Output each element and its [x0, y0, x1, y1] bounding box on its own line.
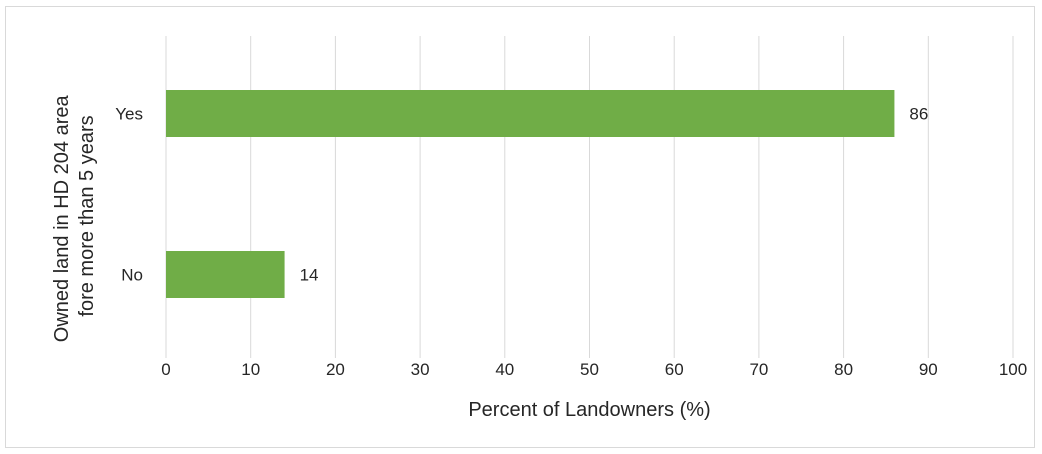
- gridlines: [165, 36, 1014, 358]
- y-axis-title-line-1: Owned land in HD 204 area: [51, 95, 73, 343]
- x-tick-label-10: 10: [241, 360, 260, 379]
- chart-frame: [5, 6, 1035, 448]
- x-tick-label-90: 90: [919, 360, 938, 379]
- category-label-no: No: [121, 266, 143, 285]
- x-tick-label-40: 40: [495, 360, 514, 379]
- x-tick-label-30: 30: [411, 360, 430, 379]
- category-label-yes: Yes: [115, 105, 143, 124]
- x-tick-label-50: 50: [580, 360, 599, 379]
- y-axis-title-line-2: fore more than 5 years: [76, 115, 98, 316]
- x-tick-label-20: 20: [326, 360, 345, 379]
- x-tick-label-70: 70: [749, 360, 768, 379]
- x-tick-label-60: 60: [665, 360, 684, 379]
- x-tick-label-0: 0: [161, 360, 170, 379]
- bars: [166, 90, 895, 298]
- labels: 0 10 20 30 40 50 60 70 80 90 100 Yes 86 No 14: [115, 105, 1027, 380]
- bar-yes: [166, 90, 895, 137]
- x-tick-label-100: 100: [999, 360, 1027, 379]
- data-label-no: 14: [300, 266, 319, 285]
- y-axis-title: Owned land in HD 204 area fore more than…: [51, 90, 98, 342]
- bar-no: [166, 251, 285, 298]
- x-tick-label-80: 80: [834, 360, 853, 379]
- data-label-yes: 86: [909, 105, 928, 124]
- x-axis-title: Percent of Landowners (%): [468, 399, 710, 421]
